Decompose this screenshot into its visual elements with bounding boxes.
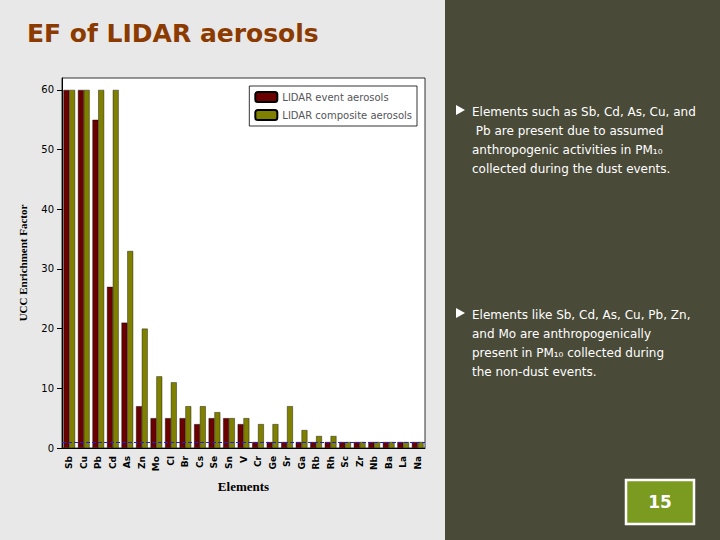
svg-text:the non-dust events.: the non-dust events.: [472, 365, 597, 379]
svg-text:Mo: Mo: [151, 456, 161, 471]
svg-text:As: As: [122, 456, 132, 468]
svg-text:20: 20: [41, 323, 54, 334]
svg-text:Sr: Sr: [282, 455, 292, 466]
svg-text:Zn: Zn: [137, 456, 147, 469]
svg-text:Nb: Nb: [369, 455, 379, 470]
svg-text:Cd: Cd: [108, 456, 118, 469]
svg-text:Cu: Cu: [79, 456, 89, 469]
svg-text:La: La: [398, 456, 408, 468]
svg-text:Elements such as Sb, Cd, As, C: Elements such as Sb, Cd, As, Cu, and: [472, 105, 696, 119]
svg-text:40: 40: [41, 204, 54, 215]
svg-text:Br: Br: [180, 455, 190, 467]
svg-text:Pb are present due to assumed: Pb are present due to assumed: [472, 124, 667, 138]
svg-text:Sc: Sc: [340, 456, 350, 468]
svg-text:Elements: Elements: [218, 479, 269, 494]
svg-text:15: 15: [648, 492, 672, 512]
svg-text:30: 30: [41, 263, 54, 274]
svg-text:0: 0: [48, 443, 54, 454]
svg-text:Ba: Ba: [384, 456, 394, 469]
svg-text:present in PM₁₀ collected duri: present in PM₁₀ collected during: [472, 346, 668, 360]
svg-text:Cs: Cs: [195, 456, 205, 468]
svg-text:Sb: Sb: [64, 455, 74, 468]
svg-text:anthropogenic activities in PM: anthropogenic activities in PM₁₀: [472, 143, 666, 157]
svg-text:Sn: Sn: [224, 456, 234, 469]
svg-text:EF of LIDAR aerosols: EF of LIDAR aerosols: [27, 19, 319, 48]
svg-text:Pb: Pb: [93, 455, 103, 469]
svg-text:Na: Na: [413, 456, 423, 470]
svg-text:Cl: Cl: [166, 456, 176, 466]
svg-text:V: V: [239, 456, 249, 463]
svg-text:Ga: Ga: [297, 456, 307, 469]
svg-text:LIDAR event aerosols: LIDAR event aerosols: [282, 92, 388, 103]
svg-text:Elements like Sb, Cd, As, Cu,: Elements like Sb, Cd, As, Cu, Pb, Zn,: [472, 308, 694, 322]
svg-text:collected during the dust even: collected during the dust events.: [472, 162, 670, 176]
svg-text:Ge: Ge: [268, 456, 278, 470]
svg-text:60: 60: [41, 84, 54, 95]
svg-text:Cr: Cr: [253, 455, 263, 467]
svg-text:50: 50: [41, 144, 54, 155]
svg-text:Rh: Rh: [326, 456, 336, 469]
svg-text:UCC Enrichment Factor: UCC Enrichment Factor: [17, 205, 29, 322]
svg-text:Rb: Rb: [311, 455, 321, 469]
svg-text:and Mo are anthropogenically: and Mo are anthropogenically: [472, 327, 655, 341]
svg-text:Zr: Zr: [355, 455, 365, 467]
svg-text:Se: Se: [209, 456, 219, 469]
svg-text:10: 10: [41, 383, 54, 394]
svg-text:LIDAR composite aerosols: LIDAR composite aerosols: [282, 110, 412, 121]
